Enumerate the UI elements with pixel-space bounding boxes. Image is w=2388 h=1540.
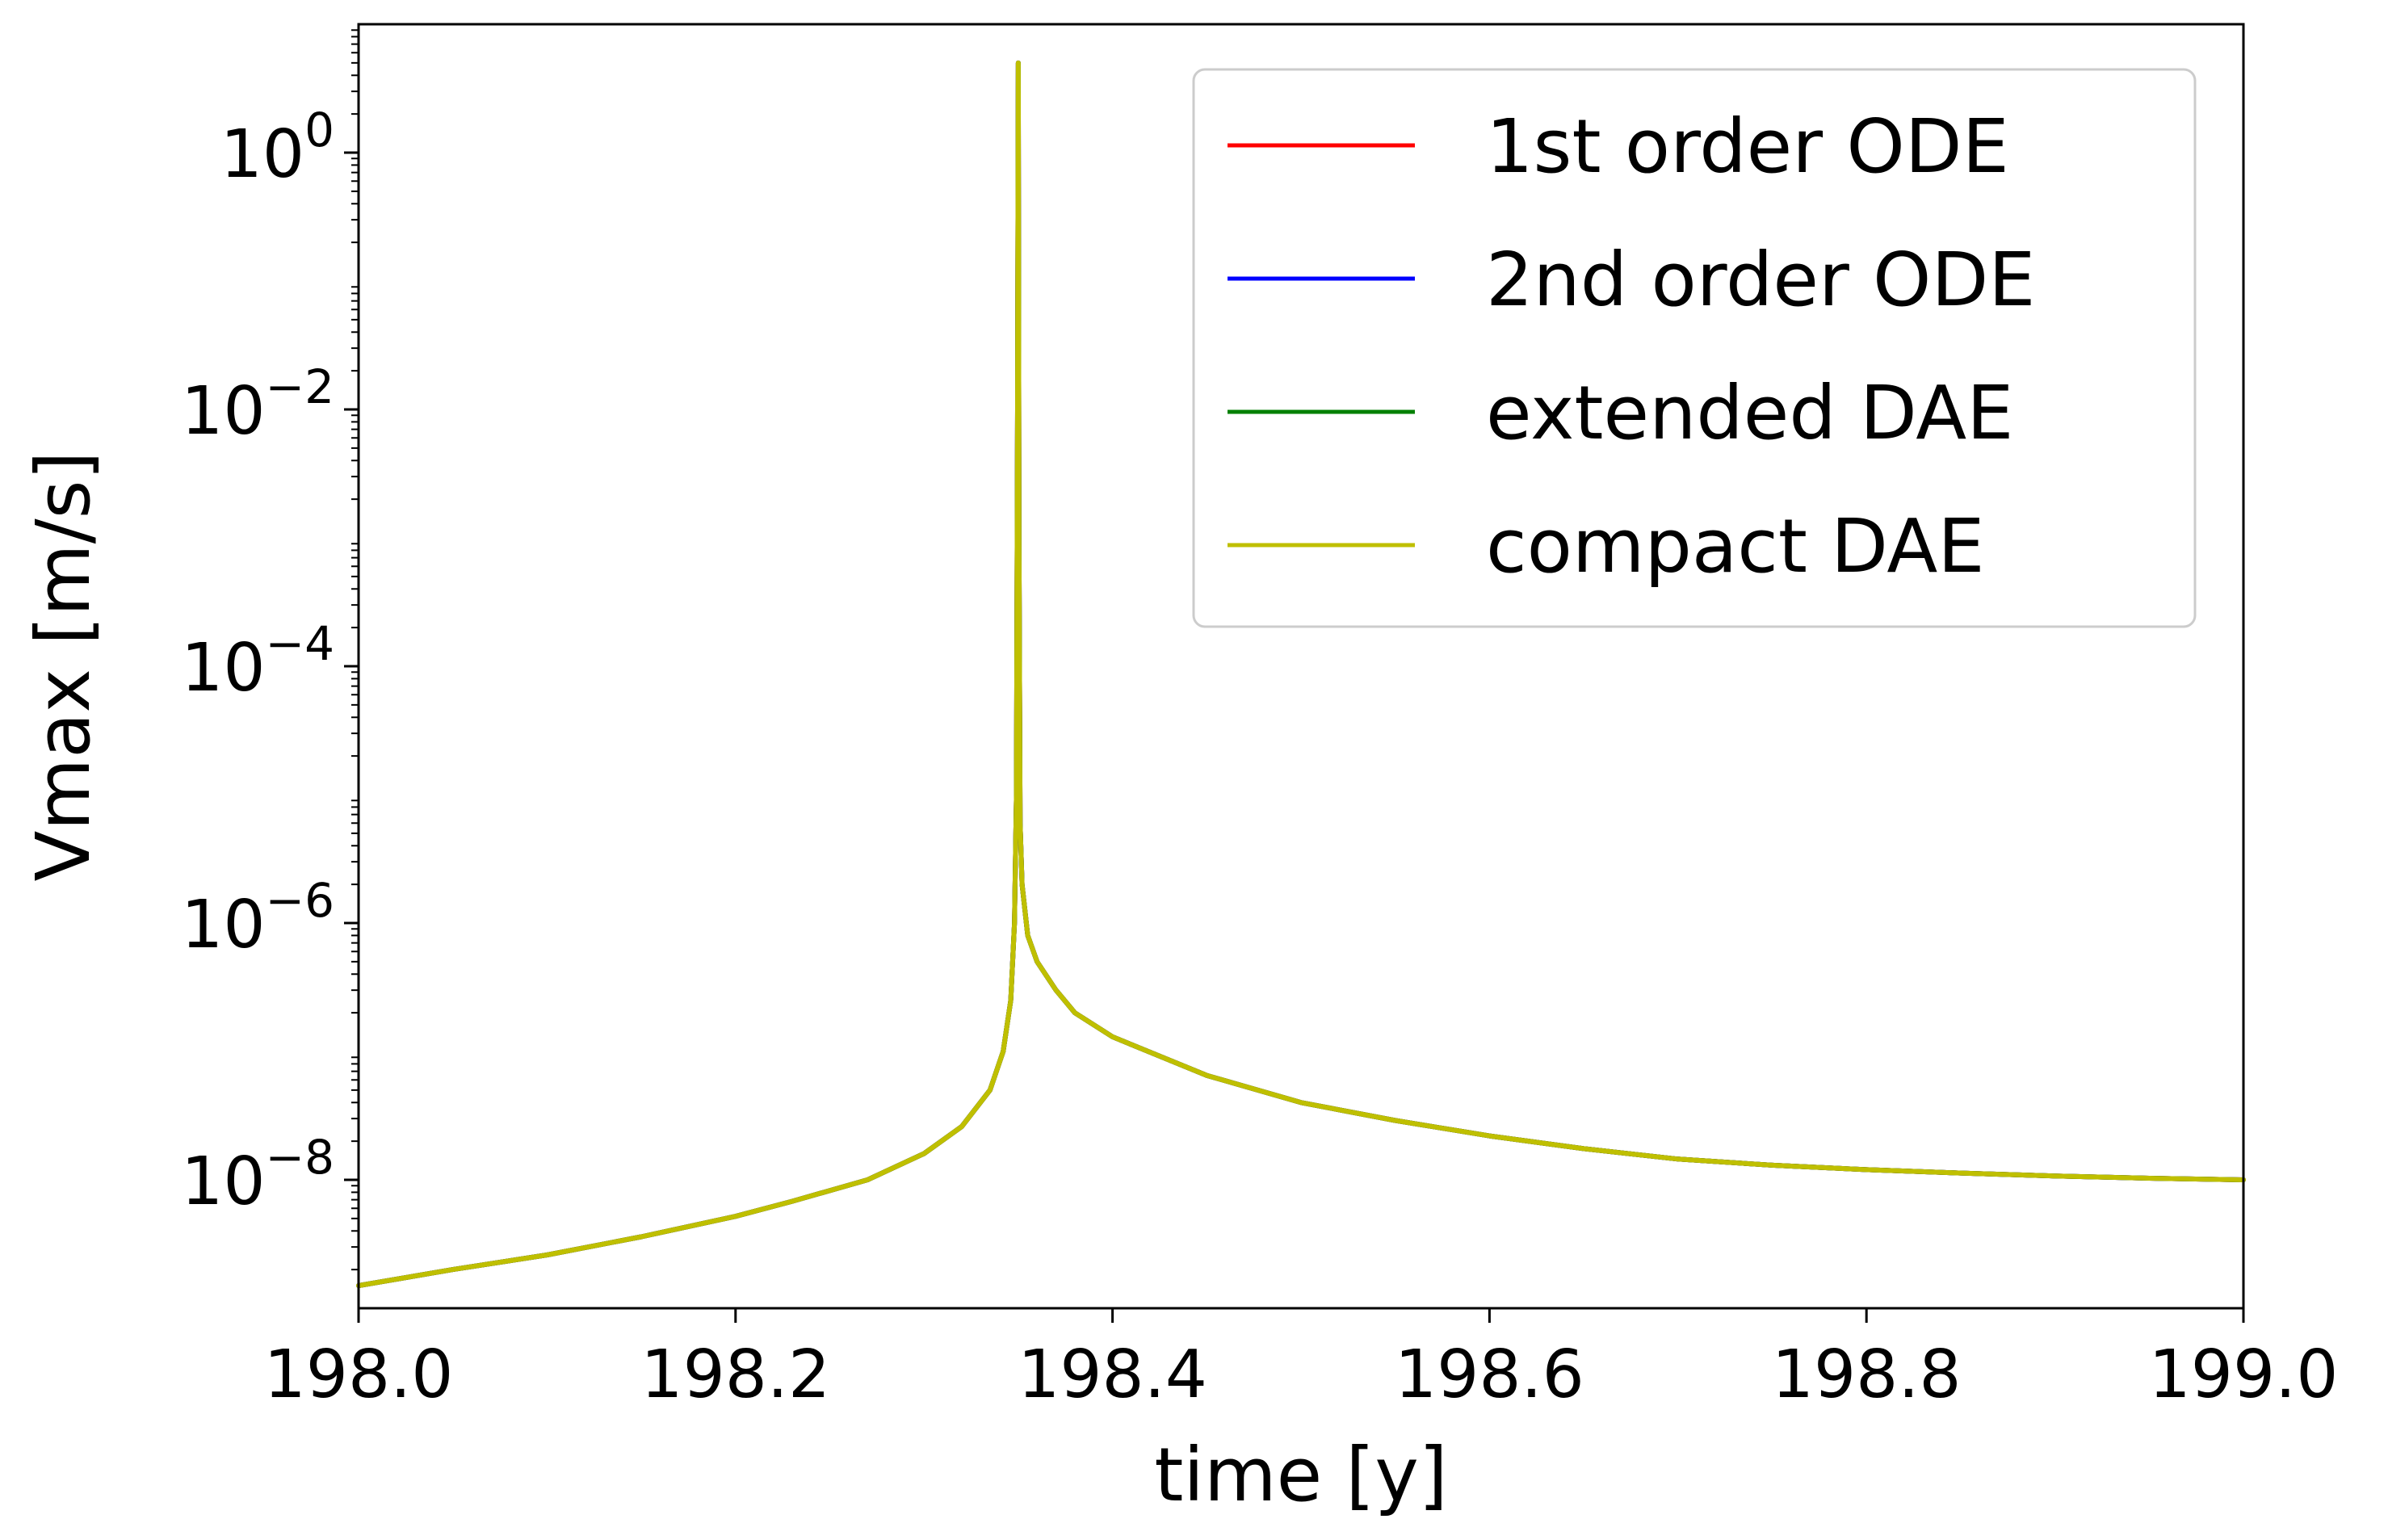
series-layer [356, 60, 2246, 1288]
y-tick-label: 100 [220, 103, 334, 193]
y-tick-label: 10−8 [181, 1130, 334, 1220]
series-line-4 [356, 60, 2246, 1288]
x-axis-label: time [y] [1154, 1432, 1447, 1518]
legend-label-4: compact DAE [1486, 503, 1984, 590]
legend-label-1: 1st order ODE [1486, 103, 2009, 190]
x-tick-label: 198.8 [1772, 1336, 1962, 1413]
y-axis-label: Vmax [m/s] [20, 451, 107, 882]
x-tick-label: 198.4 [1018, 1336, 1207, 1413]
legend-label-3: extended DAE [1486, 370, 2013, 456]
y-tick-label: 10−4 [181, 616, 334, 707]
x-tick-label: 198.6 [1395, 1336, 1584, 1413]
y-axis-ticks: 10−8 10−6 10−4 10−2 100 [181, 29, 359, 1271]
y-tick-label: 10−2 [181, 359, 334, 450]
x-tick-label: 198.0 [264, 1336, 454, 1413]
y-tick-label: 10−6 [181, 873, 334, 963]
legend: 1st order ODE 2nd order ODE extended DAE co… [1192, 68, 2197, 628]
legend-label-2: 2nd order ODE [1486, 237, 2035, 323]
x-tick-label: 199.0 [2149, 1336, 2339, 1413]
legend-entries: 1st order ODE 2nd order ODE extended DAE co… [1228, 103, 2035, 590]
legend-box [1192, 68, 2197, 628]
x-axis-ticks: 198.0 198.2 198.4 198.6 198.8 199.0 [264, 1308, 2339, 1413]
x-tick-label: 198.2 [640, 1336, 830, 1413]
